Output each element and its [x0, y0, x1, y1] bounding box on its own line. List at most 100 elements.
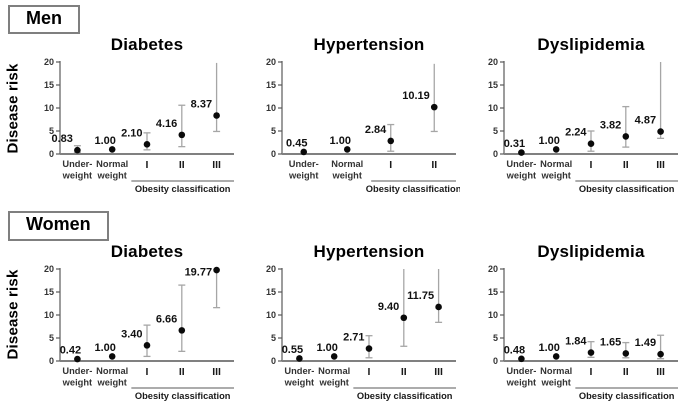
chart-men-hypertension: Hypertension 0 5 10 15 20 0.45 1.00 2.84 10.19 Und… — [248, 34, 460, 198]
group-axis-label: Obesity classification — [135, 184, 231, 194]
section-label: Men — [26, 8, 62, 28]
category-label: Normal weight — [318, 366, 350, 388]
section-label: Women — [26, 214, 91, 235]
data-label: 2.71 — [343, 331, 364, 343]
y-tick-label: 0 — [49, 150, 54, 160]
y-tick-label: 15 — [488, 81, 498, 91]
y-tick-label: 20 — [44, 264, 54, 274]
data-label: 0.48 — [504, 344, 525, 356]
category-label: II — [431, 159, 437, 171]
data-label: 1.00 — [94, 342, 115, 354]
data-label: 0.55 — [282, 344, 303, 356]
data-point — [552, 146, 560, 154]
data-label: 1.84 — [565, 335, 587, 347]
category-label: II — [623, 159, 629, 171]
category-label: Under-weight — [288, 159, 319, 181]
y-tick-label: 5 — [271, 333, 276, 343]
data-point — [296, 354, 303, 362]
charts-women: Diabetes 0 5 10 15 20 0.42 1.00 3.40 6.66 19.77 Und… — [26, 241, 692, 405]
chart-title: Diabetes — [110, 35, 184, 55]
data-point — [178, 131, 186, 139]
data-point — [108, 146, 116, 154]
y-tick-label: 10 — [44, 310, 54, 320]
category-label: Under-weight — [62, 366, 93, 388]
y-tick-label: 15 — [44, 81, 54, 91]
chart-plot: 0 5 10 15 20 0.83 1.00 2.10 4.16 8.37 Under-weight… — [44, 58, 234, 194]
data-point — [518, 149, 525, 157]
data-label: 3.40 — [121, 328, 142, 340]
category-label: Under-weight — [506, 366, 537, 388]
data-label: 1.00 — [94, 135, 115, 147]
y-tick-label: 0 — [493, 356, 498, 366]
section-women: Women Disease risk Diabetes 0 5 10 15 20 0.42 1… — [0, 206, 700, 404]
chart-women-hypertension: Hypertension 0 5 10 15 20 0.55 1.00 2.71 9.40 11.7… — [248, 241, 460, 405]
chart-women-dyslipidemia: Dyslipidemia 0 5 10 15 20 0.48 1.00 1.84 1.65 1.49… — [470, 241, 682, 405]
y-axis-title: Disease risk — [4, 269, 22, 360]
data-label: 19.77 — [185, 267, 213, 279]
chart-title: Diabetes — [110, 241, 184, 261]
y-tick-label: 5 — [271, 127, 276, 137]
data-point — [343, 146, 351, 154]
data-point — [108, 352, 116, 360]
category-label: II — [179, 159, 185, 171]
chart-plot: 0 5 10 15 20 0.42 1.00 3.40 6.66 19.77 Under-weigh… — [44, 264, 234, 401]
y-tick-label: 20 — [488, 58, 498, 68]
chart-title: Dyslipidemia — [537, 241, 645, 261]
data-point — [365, 345, 373, 352]
data-point — [330, 352, 338, 360]
y-tick-label: 10 — [488, 104, 498, 114]
category-label: III — [434, 366, 443, 378]
chart-title: Hypertension — [313, 241, 425, 261]
category-label: III — [656, 159, 665, 171]
data-label: 1.00 — [538, 342, 559, 354]
y-tick-label: 20 — [488, 264, 498, 274]
data-point — [657, 128, 664, 136]
chart-plot: 0 5 10 15 20 0.55 1.00 2.71 9.40 11.75 Under-weigh… — [266, 264, 456, 401]
y-tick-label: 10 — [44, 104, 54, 114]
y-tick-label: 15 — [488, 287, 498, 297]
data-label: 0.42 — [60, 344, 81, 356]
chart-row-women: Disease risk Diabetes 0 5 10 15 20 0.42 1.00 3.4… — [0, 241, 700, 405]
y-tick-label: 20 — [44, 58, 54, 68]
data-label: 1.65 — [600, 336, 621, 348]
chart-plot: 0 5 10 15 20 0.31 1.00 2.24 3.82 4.87 Under-weight… — [488, 58, 678, 194]
category-label: Normal weight — [540, 159, 572, 181]
data-point — [435, 303, 442, 311]
category-label: I — [146, 159, 149, 171]
data-label: 2.84 — [365, 124, 387, 136]
data-point — [74, 147, 81, 154]
group-axis-label: Obesity classification — [135, 391, 231, 401]
category-label: Normal weight — [96, 159, 128, 181]
category-label: I — [389, 159, 392, 171]
y-tick-label: 15 — [266, 81, 276, 91]
data-label: 9.40 — [378, 301, 399, 313]
category-label: III — [656, 366, 665, 378]
data-label: 0.83 — [51, 134, 72, 146]
data-label: 6.66 — [156, 313, 177, 325]
category-label: Under-weight — [506, 159, 537, 181]
category-label: III — [212, 366, 221, 378]
category-label: II — [623, 366, 629, 378]
category-label: III — [212, 159, 221, 171]
data-label: 8.37 — [191, 99, 212, 111]
data-point — [178, 326, 186, 334]
category-label: Normal weight — [96, 366, 128, 388]
section-men: Men Disease risk Diabetes 0 5 10 15 20 0.83 1.0… — [0, 0, 700, 198]
chart-title: Hypertension — [313, 35, 425, 55]
data-label: 11.75 — [407, 290, 434, 302]
data-label: 0.31 — [504, 138, 525, 150]
group-axis-label: Obesity classification — [579, 184, 675, 194]
data-label: 0.45 — [286, 138, 307, 150]
y-tick-label: 20 — [266, 58, 276, 68]
category-label: I — [368, 366, 371, 378]
category-label: Under-weight — [62, 159, 93, 181]
group-axis-label: Obesity classification — [366, 184, 460, 194]
y-tick-label: 5 — [493, 127, 498, 137]
category-label: II — [179, 366, 185, 378]
y-tick-label: 0 — [271, 150, 276, 160]
chart-men-dyslipidemia: Dyslipidemia 0 5 10 15 20 0.31 1.00 2.24 3.82 4.87… — [470, 34, 682, 198]
data-point — [387, 138, 395, 145]
data-point — [587, 349, 595, 356]
data-point — [657, 350, 664, 358]
